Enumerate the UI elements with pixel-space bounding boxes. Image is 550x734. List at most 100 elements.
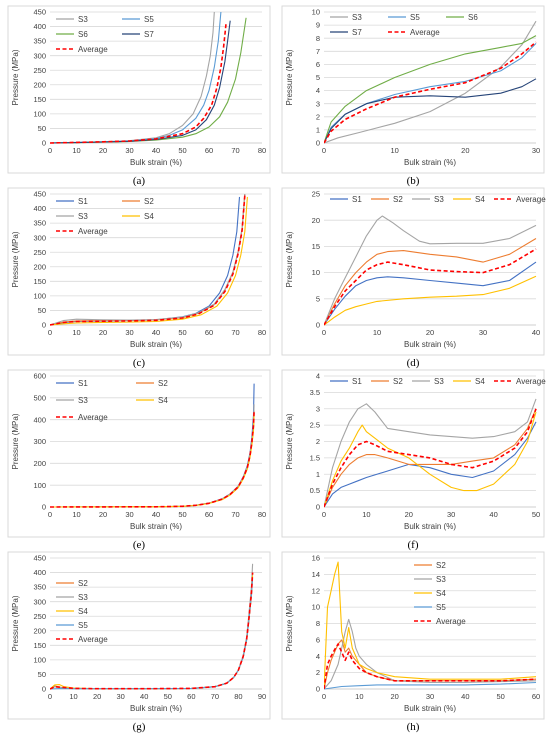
y-tick-label: 20	[312, 216, 320, 225]
x-tick-label: 40	[152, 328, 160, 337]
y-tick-label: 10	[312, 8, 320, 17]
x-tick-label: 30	[447, 510, 455, 519]
x-tick-label: 30	[532, 146, 540, 155]
y-tick-label: 450	[33, 8, 46, 17]
y-tick-label: 100	[33, 481, 46, 490]
y-tick-label: 2	[316, 112, 320, 121]
x-tick-label: 70	[231, 510, 239, 519]
legend-label: S4	[158, 396, 168, 405]
y-tick-label: 100	[33, 291, 46, 300]
legend-label: S4	[78, 607, 88, 616]
y-tick-label: 350	[33, 219, 46, 228]
panel-caption: (h)	[407, 721, 420, 733]
y-tick-label: 450	[33, 190, 46, 199]
x-tick-label: 50	[178, 146, 186, 155]
legend-label: Average	[516, 195, 546, 204]
x-tick-label: 30	[479, 328, 487, 337]
y-tick-label: 25	[312, 190, 320, 199]
series-line-s2	[324, 408, 537, 508]
legend-label: S3	[434, 377, 444, 386]
y-tick-label: 5	[316, 294, 320, 303]
x-tick-label: 70	[211, 692, 219, 701]
panel-frame	[281, 187, 545, 356]
legend-label: Average	[436, 617, 466, 626]
y-axis-title: Pressure (MPa)	[285, 413, 294, 469]
series-lines	[324, 215, 537, 326]
y-tick-label: 400	[33, 204, 46, 213]
y-tick-label: 50	[38, 306, 46, 315]
y-tick-label: 0	[42, 139, 46, 148]
y-tick-label: 400	[33, 22, 46, 31]
x-axis-title: Bulk strain (%)	[404, 704, 456, 713]
chart-panel-d: 0 5 10 15 20 25 0 10 20 30 40 Bulk strain (%) Pressu…	[281, 187, 546, 369]
x-tick-label: 20	[461, 146, 469, 155]
y-tick-label: 600	[33, 372, 46, 381]
y-tick-label: 12	[312, 586, 320, 595]
y-tick-label: 0	[42, 321, 46, 330]
y-tick-label: 5	[316, 73, 320, 82]
x-tick-label: 80	[258, 146, 266, 155]
series-line-s4	[50, 196, 248, 326]
series-line-s1	[324, 261, 537, 326]
legend-label: S2	[393, 195, 403, 204]
x-tick-label: 10	[69, 692, 77, 701]
panel-frame	[281, 551, 545, 720]
legend-label: S2	[144, 197, 154, 206]
y-tick-label: 500	[33, 393, 46, 402]
series-lines	[50, 383, 255, 508]
x-tick-label: 0	[322, 692, 326, 701]
legend-label: Average	[78, 45, 108, 54]
y-tick-label: 4	[316, 372, 320, 381]
y-tick-label: 0	[316, 139, 320, 148]
y-tick-label: 2	[316, 668, 320, 677]
x-tick-label: 10	[72, 328, 80, 337]
x-tick-label: 40	[489, 510, 497, 519]
y-tick-label: 16	[312, 554, 320, 563]
legend-label: S3	[78, 396, 88, 405]
x-tick-label: 80	[258, 328, 266, 337]
series-lines	[50, 193, 248, 326]
series-lines	[324, 398, 537, 508]
y-axis-title: Pressure (MPa)	[11, 231, 20, 287]
legend-label: S2	[78, 579, 88, 588]
y-tick-label: 0.5	[310, 486, 320, 495]
chart-panel-e: 0 100 200 300 400 500 600 0 10 20 30 40 50 60 70 80 Bulk…	[7, 369, 271, 551]
series-line-s3	[324, 398, 537, 508]
series-line-average	[50, 22, 227, 144]
x-tick-label: 30	[125, 328, 133, 337]
series-lines	[50, 563, 254, 690]
x-tick-label: 20	[390, 692, 398, 701]
x-tick-label: 0	[322, 510, 326, 519]
y-tick-label: 150	[33, 641, 46, 650]
x-axis-title: Bulk strain (%)	[130, 522, 182, 531]
series-lines	[324, 561, 537, 690]
series-lines	[324, 20, 537, 144]
x-tick-label: 50	[532, 510, 540, 519]
y-tick-label: 0	[42, 685, 46, 694]
x-tick-label: 10	[390, 146, 398, 155]
y-tick-label: 400	[33, 415, 46, 424]
x-axis-title: Bulk strain (%)	[404, 158, 456, 167]
x-tick-label: 70	[231, 146, 239, 155]
legend-label: Average	[410, 28, 440, 37]
panel-caption: (f)	[408, 539, 419, 551]
x-tick-label: 80	[258, 510, 266, 519]
x-tick-label: 90	[258, 692, 266, 701]
x-tick-label: 20	[426, 328, 434, 337]
y-tick-label: 100	[33, 109, 46, 118]
x-tick-label: 40	[152, 146, 160, 155]
series-line-s2	[324, 238, 537, 326]
y-tick-label: 4	[316, 86, 320, 95]
y-tick-label: 6	[316, 635, 320, 644]
y-tick-label: 300	[33, 437, 46, 446]
legend: S1 S2 S3 S4 Average	[330, 377, 546, 386]
y-tick-label: 8	[316, 34, 320, 43]
x-tick-label: 10	[72, 146, 80, 155]
legend-label: Average	[516, 377, 546, 386]
y-tick-label: 450	[33, 554, 46, 563]
panel-caption: (a)	[133, 175, 146, 187]
y-tick-label: 350	[33, 37, 46, 46]
y-tick-label: 3	[316, 99, 320, 108]
legend-label: S5	[410, 13, 420, 22]
legend-label: S5	[144, 15, 154, 24]
